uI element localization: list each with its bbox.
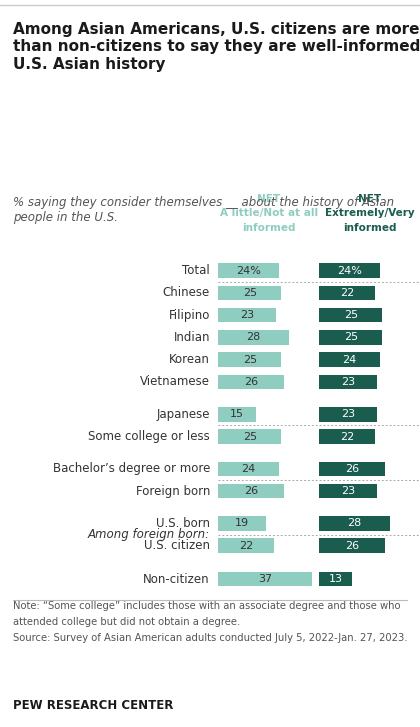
Text: attended college but did not obtain a degree.: attended college but did not obtain a de… — [13, 617, 240, 627]
Text: 28: 28 — [347, 518, 362, 529]
Bar — [218, 539, 274, 553]
Bar — [218, 330, 289, 345]
Bar — [218, 430, 281, 443]
Text: 23: 23 — [341, 409, 355, 419]
Text: informed: informed — [242, 222, 296, 233]
Bar — [218, 353, 281, 367]
Text: 23: 23 — [240, 310, 255, 320]
Text: 26: 26 — [345, 541, 359, 551]
Bar — [319, 286, 375, 300]
Text: Some college or less: Some college or less — [88, 430, 210, 443]
Text: Total: Total — [182, 264, 210, 277]
Bar — [319, 353, 380, 367]
Bar — [319, 308, 382, 322]
Text: Among Asian Americans, U.S. citizens are more likely
than non-citizens to say th: Among Asian Americans, U.S. citizens are… — [13, 22, 420, 72]
Bar — [319, 516, 390, 531]
Text: 22: 22 — [340, 288, 354, 298]
Text: 25: 25 — [344, 332, 358, 342]
Text: 22: 22 — [239, 541, 253, 551]
Text: Korean: Korean — [169, 353, 210, 366]
Bar — [218, 263, 279, 278]
Bar — [319, 539, 385, 553]
Text: 25: 25 — [243, 288, 257, 298]
Text: Vietnamese: Vietnamese — [140, 375, 210, 388]
Bar — [319, 462, 385, 476]
Text: Indian: Indian — [173, 331, 210, 344]
Text: 25: 25 — [243, 355, 257, 365]
Text: 23: 23 — [341, 377, 355, 387]
Text: U.S. citizen: U.S. citizen — [144, 539, 210, 553]
Bar — [218, 407, 256, 422]
Text: 24%: 24% — [337, 265, 362, 276]
Text: A little/Not at all: A little/Not at all — [220, 208, 318, 218]
Bar — [218, 308, 276, 322]
Bar — [319, 484, 377, 499]
Text: Filipino: Filipino — [168, 309, 210, 321]
Text: % saying they consider themselves __ about the history of Asian
people in the U.: % saying they consider themselves __ abo… — [13, 196, 394, 225]
Bar — [218, 516, 266, 531]
Text: Bachelor’s degree or more: Bachelor’s degree or more — [52, 462, 210, 475]
Text: 28: 28 — [247, 332, 261, 342]
Text: NET: NET — [358, 193, 381, 204]
Bar — [218, 484, 284, 499]
Bar — [319, 572, 352, 587]
Bar — [319, 374, 377, 389]
Text: PEW RESEARCH CENTER: PEW RESEARCH CENTER — [13, 699, 173, 712]
Text: 23: 23 — [341, 486, 355, 496]
Bar — [319, 407, 377, 422]
Text: 37: 37 — [258, 574, 272, 584]
Text: 19: 19 — [235, 518, 249, 529]
Text: Chinese: Chinese — [163, 286, 210, 300]
Bar — [218, 462, 279, 476]
Text: 24: 24 — [241, 464, 256, 474]
Text: Foreign born: Foreign born — [136, 485, 210, 498]
Text: NET: NET — [257, 193, 281, 204]
Text: 26: 26 — [345, 464, 359, 474]
Text: Extremely/Very: Extremely/Very — [325, 208, 415, 218]
Text: 26: 26 — [244, 486, 258, 496]
Text: 25: 25 — [243, 432, 257, 441]
Text: Non-citizen: Non-citizen — [143, 573, 210, 586]
Text: 15: 15 — [230, 409, 244, 419]
Bar — [319, 330, 382, 345]
Bar — [218, 374, 284, 389]
Text: Source: Survey of Asian American adults conducted July 5, 2022-Jan. 27, 2023.: Source: Survey of Asian American adults … — [13, 633, 407, 643]
Text: Note: “Some college” includes those with an associate degree and those who: Note: “Some college” includes those with… — [13, 601, 400, 611]
Bar — [218, 286, 281, 300]
Text: Among foreign born:: Among foreign born: — [88, 528, 210, 541]
Text: 13: 13 — [328, 574, 343, 584]
Text: Japanese: Japanese — [157, 408, 210, 421]
Text: informed: informed — [343, 222, 396, 233]
Text: 24: 24 — [342, 355, 357, 365]
Text: 25: 25 — [344, 310, 358, 320]
Bar — [319, 430, 375, 443]
Bar — [319, 263, 380, 278]
Text: U.S. born: U.S. born — [156, 517, 210, 530]
Text: 24%: 24% — [236, 265, 261, 276]
Bar — [218, 572, 312, 587]
Text: 26: 26 — [244, 377, 258, 387]
Text: 22: 22 — [340, 432, 354, 441]
